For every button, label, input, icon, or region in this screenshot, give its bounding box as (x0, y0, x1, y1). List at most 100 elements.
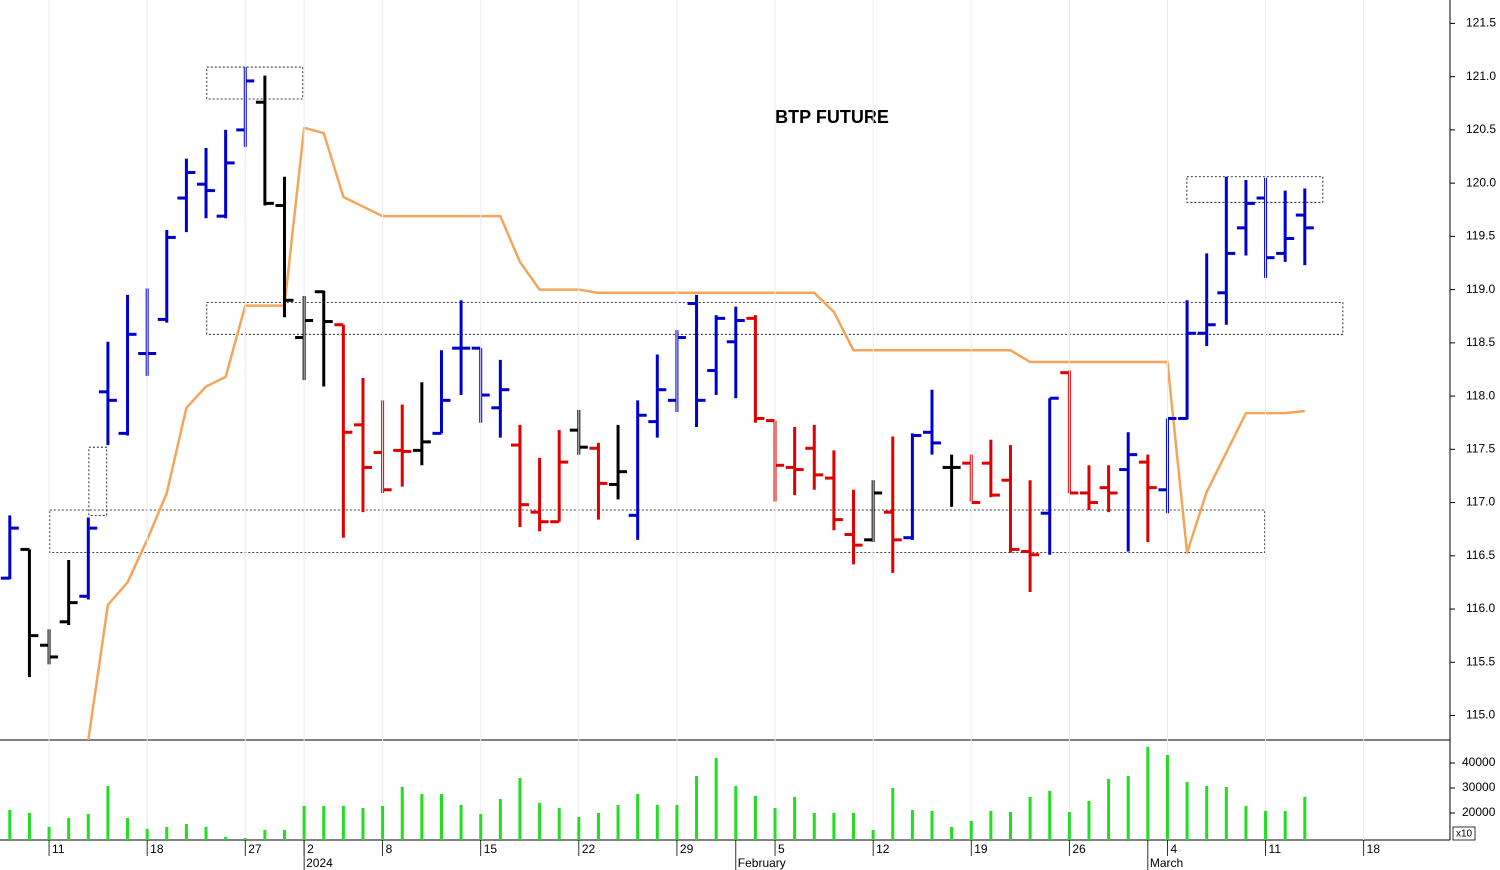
volume-bar (891, 788, 895, 840)
price-zone (88, 446, 108, 516)
volume-bar (439, 794, 443, 840)
x-tick-label: 11 (1269, 842, 1282, 856)
overlay-line (87, 126, 1305, 740)
volume-bar (518, 778, 522, 840)
x-tick-label: 2 (307, 842, 314, 856)
volume-bar (263, 830, 267, 840)
volume-bar (1126, 776, 1130, 840)
unit-box (1452, 826, 1476, 841)
volume-bar (1264, 811, 1268, 840)
volume-bar (1224, 787, 1228, 840)
volume-bar (1165, 755, 1169, 840)
y-tick-label: 118.5 (1466, 335, 1495, 349)
volume-bar (812, 813, 816, 840)
volume-bar (322, 806, 326, 840)
volume-bar (283, 830, 287, 840)
month-label: March (1150, 856, 1183, 870)
volume-bar (184, 824, 188, 840)
x-tick-label: 29 (680, 842, 694, 856)
month-label: February (738, 856, 786, 870)
volume-bar (400, 787, 404, 840)
y-tick-label: 120.5 (1466, 122, 1496, 136)
y-tick-label: 117.0 (1466, 495, 1495, 509)
y-tick-label: 115.5 (1466, 654, 1495, 668)
volume-bar (950, 827, 954, 840)
price-zone (49, 509, 1266, 554)
volume-bar (910, 810, 914, 840)
x-tick-label: 15 (484, 842, 498, 856)
volume-unit-label: x10 (1456, 829, 1473, 840)
volume-bar (636, 794, 640, 840)
x-tick-label: 18 (150, 842, 164, 856)
y-tick-label: 119.0 (1466, 282, 1495, 296)
volume-bar (1244, 806, 1248, 840)
x-tick-label: 8 (386, 842, 393, 856)
chart-title: BTP FUTURE (775, 107, 889, 127)
volume-bar (1067, 812, 1071, 840)
y-tick-label: 120.0 (1466, 175, 1496, 189)
volume-bar (1008, 812, 1012, 840)
price-zone (206, 66, 304, 100)
volume-bar (1028, 797, 1032, 840)
volume-bar (459, 805, 463, 840)
y-tick-label: 121.0 (1466, 69, 1496, 83)
volume-bar (714, 758, 718, 840)
volume-bar (655, 805, 659, 840)
volume-bar (1303, 797, 1307, 840)
x-tick-label: 11 (52, 842, 65, 856)
volume-bar (145, 829, 149, 840)
volume-bar (27, 813, 31, 840)
y-tick-label: 116.0 (1466, 601, 1495, 615)
y-tick-label: 118.0 (1466, 388, 1495, 402)
volume-bar (832, 813, 836, 840)
volume-bar (989, 811, 993, 840)
volume-bar (538, 803, 542, 840)
volume-bar (969, 821, 973, 840)
volume-bar (126, 818, 130, 840)
volume-bar (341, 806, 345, 840)
y-tick-label: 115.0 (1466, 708, 1495, 722)
volume-bar (616, 805, 620, 840)
volume-bar (557, 808, 561, 840)
volume-bar (773, 808, 777, 840)
volume-bar (793, 797, 797, 840)
volume-bar (243, 838, 247, 840)
volume-bar (479, 814, 483, 840)
volume-bar (165, 827, 169, 840)
volume-bar (1087, 801, 1091, 840)
y-tick-label: 117.5 (1466, 441, 1495, 455)
volume-y-tick-label: 20000 (1462, 805, 1496, 819)
volume-bar (1185, 782, 1189, 840)
y-tick-label: 119.5 (1466, 229, 1495, 243)
volume-bar (1283, 811, 1287, 840)
volume-y-tick-label: 40000 (1462, 755, 1496, 769)
volume-bar (224, 837, 228, 840)
volume-bar (1048, 791, 1052, 840)
price-zone (1186, 176, 1324, 203)
volume-bar (675, 805, 679, 840)
month-label: 2024 (306, 856, 333, 870)
volume-bar (498, 799, 502, 840)
volume-bar (8, 810, 12, 840)
volume-bar (930, 811, 934, 840)
volume-bar (47, 827, 51, 840)
volume-bar (871, 830, 875, 840)
volume-bar (302, 806, 306, 840)
volume-bar (577, 817, 581, 840)
price-panel (0, 66, 1344, 740)
x-tick-label: 22 (582, 842, 596, 856)
volume-bar (106, 786, 110, 840)
volume-bar (1107, 779, 1111, 840)
volume-bar (734, 786, 738, 840)
x-tick-label: 4 (1170, 842, 1177, 856)
y-tick-label: 121.5 (1466, 16, 1496, 30)
volume-bar (204, 827, 208, 840)
x-tick-label: 19 (974, 842, 988, 856)
volume-y-tick-label: 30000 (1462, 780, 1496, 794)
volume-bar (361, 808, 365, 840)
volume-bar (86, 814, 90, 840)
x-tick-label: 5 (778, 842, 785, 856)
volume-bar (596, 813, 600, 840)
volume-bar (695, 776, 699, 840)
